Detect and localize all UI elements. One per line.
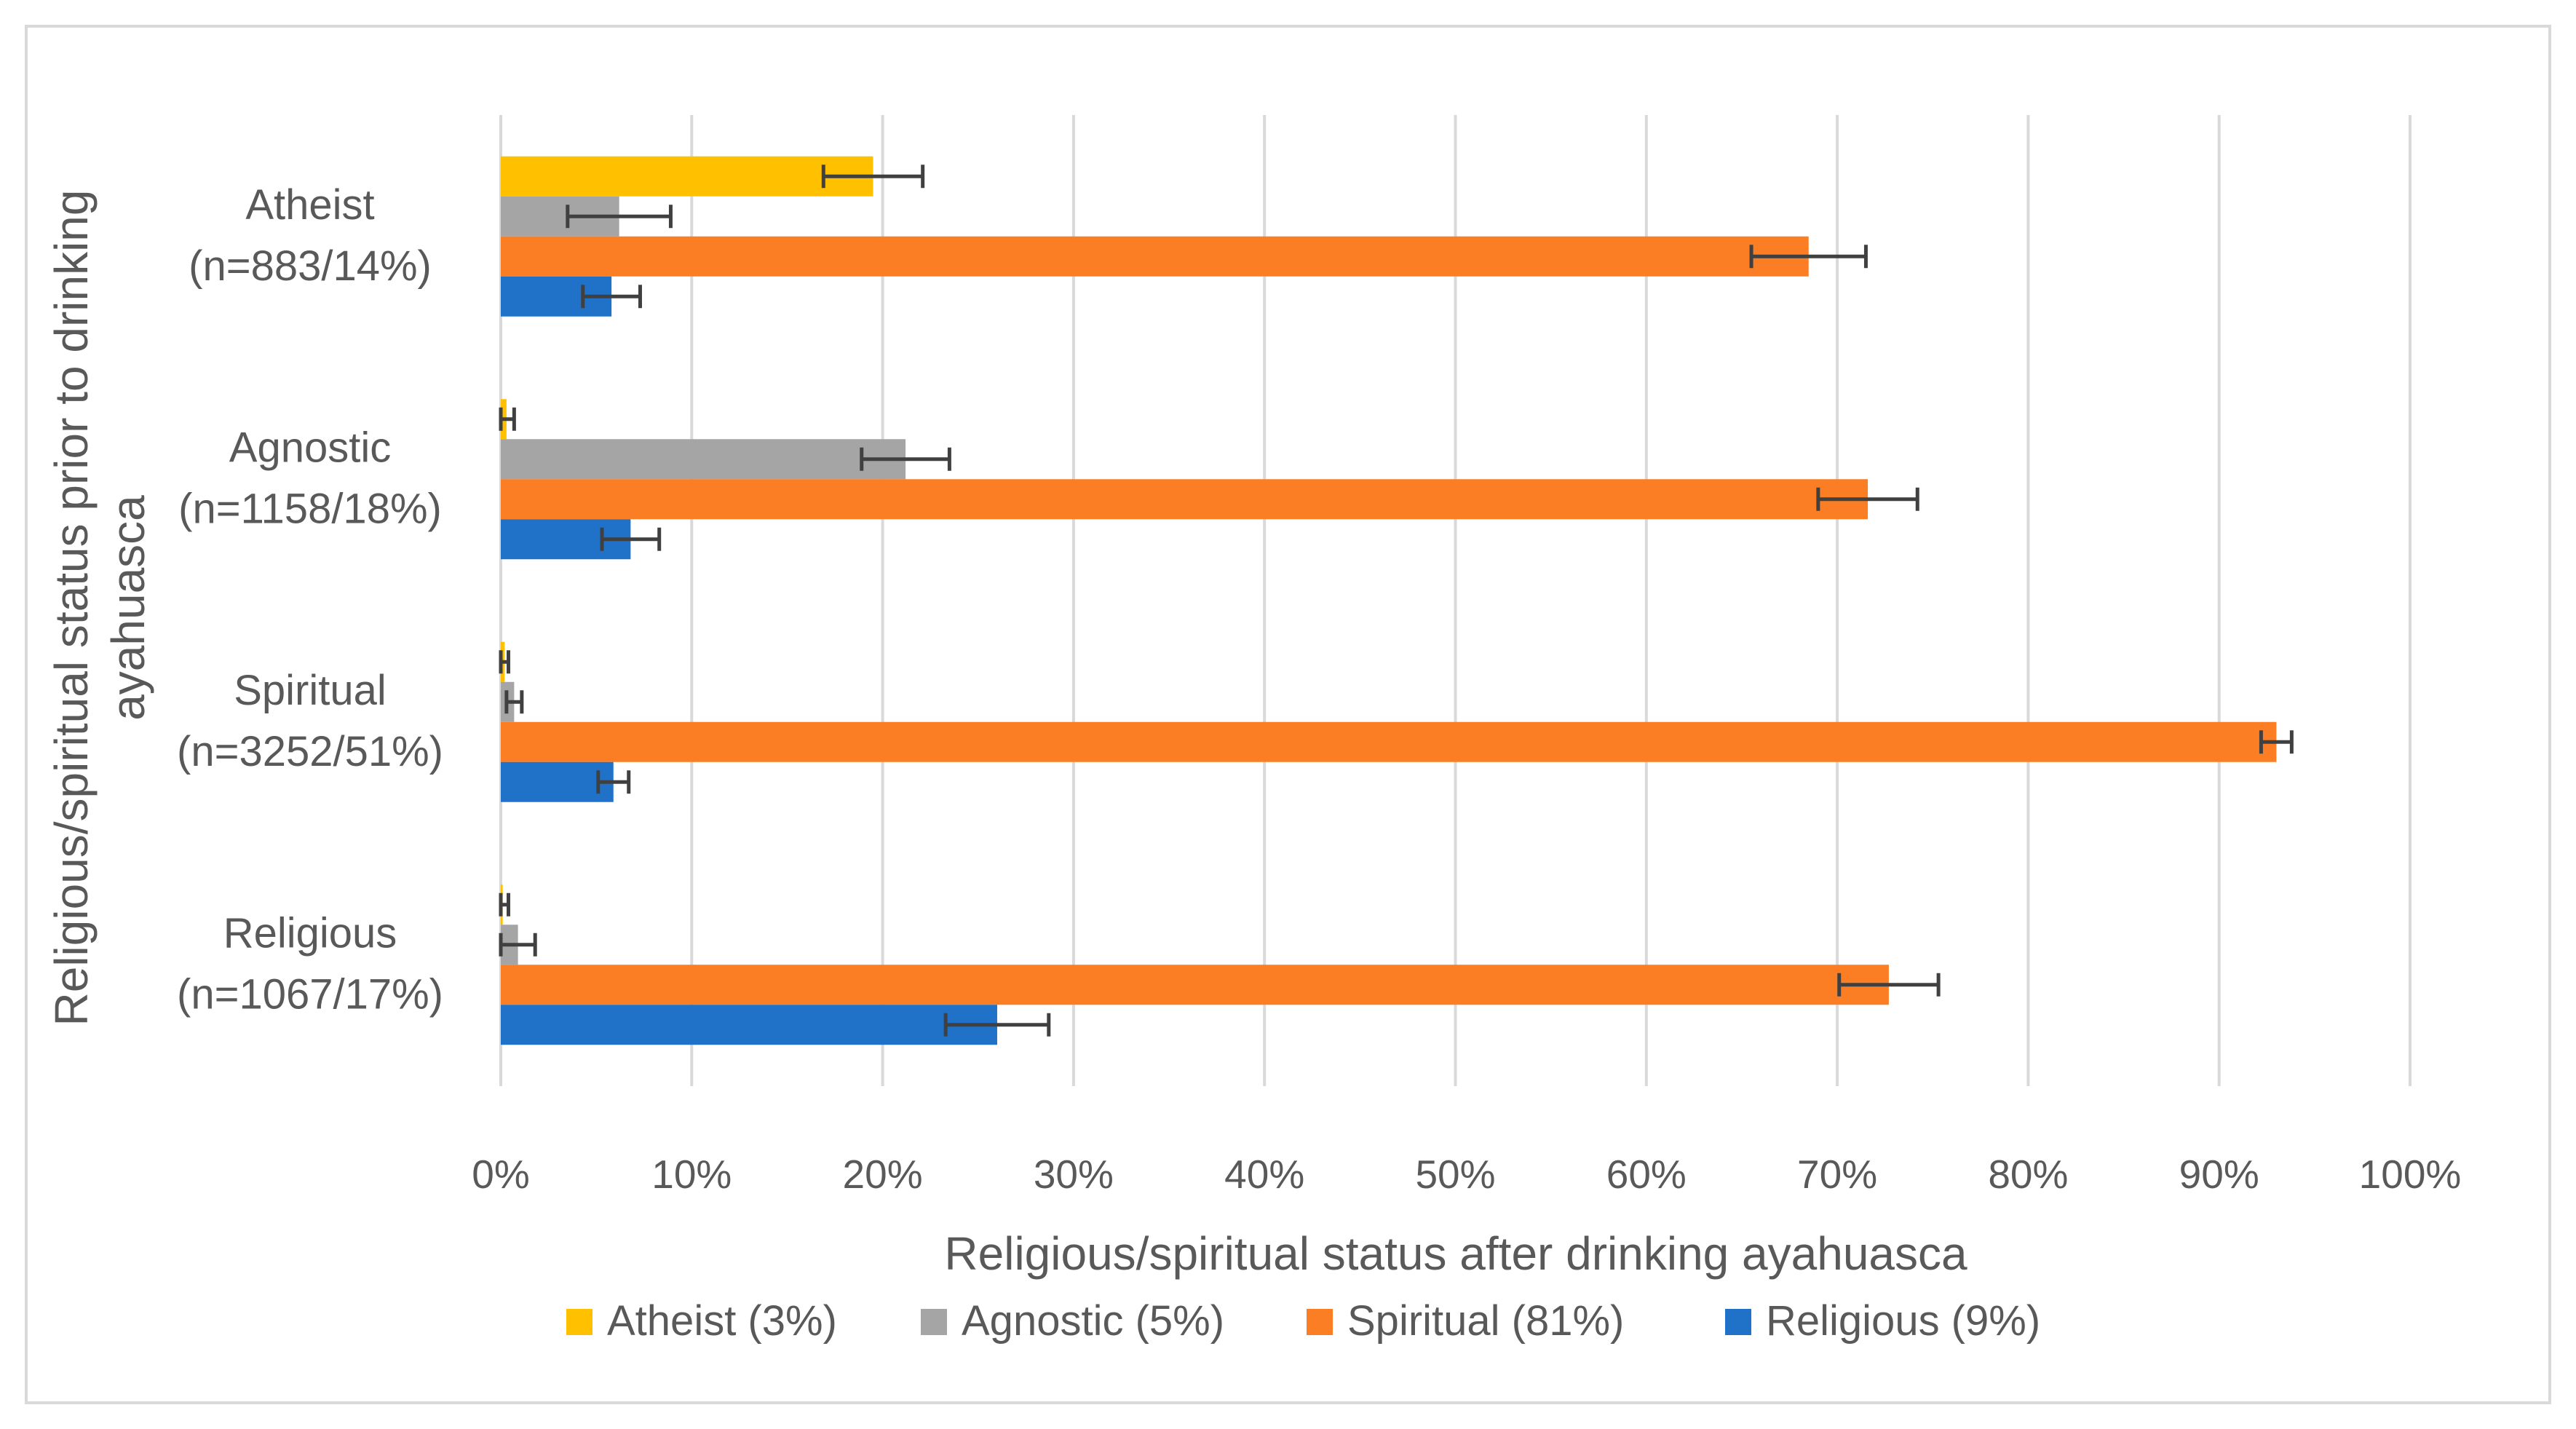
error-bar: [504, 690, 524, 714]
category-count-label: (n=3252/51%): [177, 728, 443, 775]
x-tick-label: 70%: [1797, 1152, 1877, 1197]
x-tick-label: 30%: [1034, 1152, 1114, 1197]
error-bar: [821, 165, 925, 189]
x-tick-label: 60%: [1606, 1152, 1687, 1197]
legend-item: Agnostic (5%): [921, 1297, 1224, 1345]
x-tick-label: 100%: [2359, 1152, 2462, 1197]
legend-label: Agnostic (5%): [962, 1297, 1224, 1345]
error-bar: [499, 892, 510, 917]
error-bar: [581, 285, 642, 309]
x-tick-label: 10%: [651, 1152, 732, 1197]
error-bar: [499, 407, 516, 431]
bars: [501, 156, 2277, 1045]
bar: [501, 1005, 997, 1045]
error-bar: [600, 527, 662, 551]
error-bar: [1816, 487, 1919, 511]
bar: [501, 479, 1868, 520]
legend: Atheist (3%) Agnostic (5%) Spiritual (81%)…: [566, 1297, 2040, 1345]
error-bar: [1837, 973, 1941, 997]
bar: [501, 236, 1809, 277]
legend-swatch: [921, 1309, 947, 1335]
category-label: Religious: [223, 909, 397, 957]
x-axis-title: Religious/spiritual status after drinkin…: [944, 1227, 1967, 1280]
error-bar: [2259, 730, 2294, 754]
error-bar: [499, 933, 537, 957]
x-axis-ticks: 0% 10% 20% 30% 40% 50% 60% 70% 80% 90% 100%: [472, 1152, 2461, 1197]
bar: [501, 156, 873, 197]
bar: [501, 721, 2277, 762]
error-bar: [596, 770, 631, 794]
x-tick-label: 40%: [1224, 1152, 1304, 1197]
error-bar: [499, 650, 510, 674]
legend-swatch: [1307, 1309, 1333, 1335]
y-axis-categories: Atheist (n=883/14%) Agnostic (n=1158/18%) Sp…: [177, 181, 443, 1018]
legend-swatch: [566, 1309, 593, 1335]
legend-item: Spiritual (81%): [1307, 1297, 1624, 1345]
x-tick-label: 0%: [472, 1152, 530, 1197]
x-tick-label: 90%: [2179, 1152, 2259, 1197]
legend-label: Spiritual (81%): [1347, 1297, 1624, 1345]
legend-label: Religious (9%): [1766, 1297, 2040, 1345]
error-bar: [943, 1013, 1051, 1037]
x-tick-label: 20%: [843, 1152, 923, 1197]
error-bar: [1749, 245, 1868, 269]
legend-swatch: [1725, 1309, 1751, 1335]
bar: [501, 965, 1889, 1005]
category-label: Atheist: [245, 181, 374, 229]
error-bar: [566, 205, 673, 229]
bar: [501, 439, 906, 480]
legend-item: Religious (9%): [1725, 1297, 2040, 1345]
bar: [501, 761, 614, 802]
error-bar: [860, 447, 951, 471]
x-tick-label: 80%: [1988, 1152, 2068, 1197]
category-count-label: (n=1158/18%): [178, 485, 442, 532]
y-axis-title: Religious/spiritual status prior to drin…: [45, 190, 154, 1026]
category-count-label: (n=883/14%): [189, 242, 432, 290]
category-count-label: (n=1067/17%): [177, 970, 443, 1018]
x-tick-label: 50%: [1415, 1152, 1495, 1197]
category-label: Agnostic: [229, 424, 391, 471]
legend-label: Atheist (3%): [607, 1297, 837, 1345]
legend-item: Atheist (3%): [566, 1297, 837, 1345]
category-label: Spiritual: [234, 667, 387, 714]
error-bars: [499, 165, 2294, 1037]
